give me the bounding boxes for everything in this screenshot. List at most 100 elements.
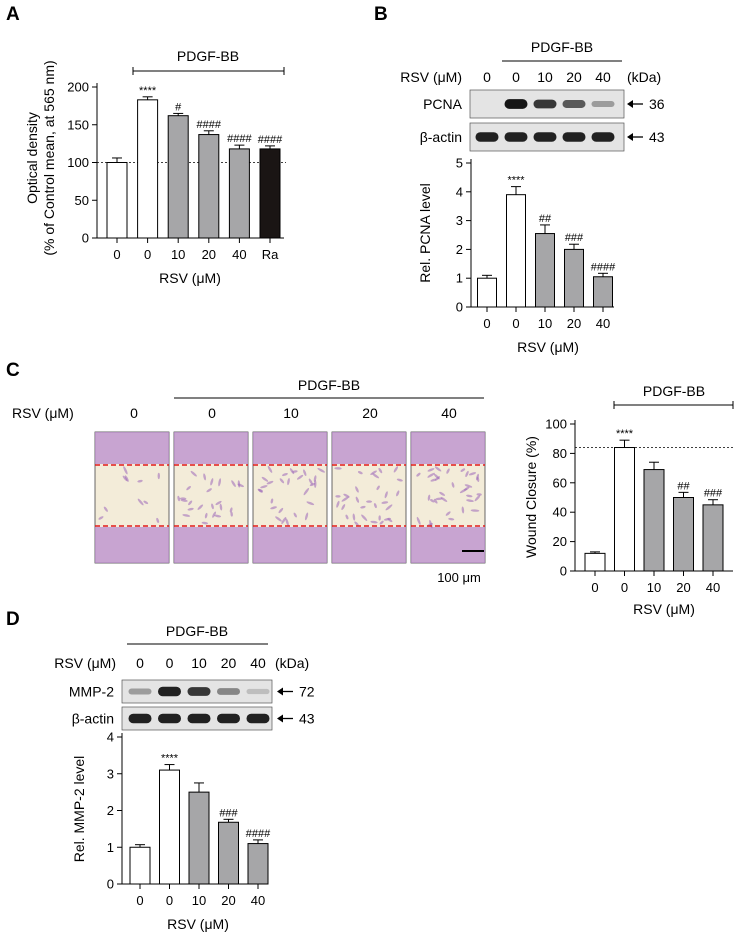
scale-bar-label: 100 μm xyxy=(437,570,481,585)
blotD-band xyxy=(128,713,152,724)
wound-migrating-cell xyxy=(461,506,465,514)
wound-migrating-cell xyxy=(270,506,277,510)
chartA-bar xyxy=(198,134,220,239)
chartB-x-tick-label: 0 xyxy=(512,316,519,331)
wound-migrating-cell xyxy=(156,517,160,523)
wound-migrating-cell xyxy=(317,467,325,473)
chartD-x-tick-label: 0 xyxy=(166,893,173,908)
chartC-y-tick-label: 60 xyxy=(553,475,567,490)
wound-migrating-cell xyxy=(378,467,383,474)
chartA-y-axis-label-line2: (% of Control mean, at 565 nm) xyxy=(41,60,57,255)
wound-migrating-cell xyxy=(190,470,197,477)
blotB-kda-label: (kDa) xyxy=(627,69,661,85)
wound-migrating-cell xyxy=(354,521,359,526)
wound-migrating-cell xyxy=(182,514,191,517)
chartB-x-tick-label: 10 xyxy=(538,316,552,331)
wound-image-label: 40 xyxy=(441,405,457,421)
wound-migrating-cell xyxy=(266,480,274,485)
chartB-y-tick-label: 5 xyxy=(456,156,463,171)
blotB-lane-label: 0 xyxy=(512,69,520,85)
blotB-protein-label: PCNA xyxy=(423,96,463,112)
wound-migrating-cell xyxy=(427,468,435,472)
blotD-lane-label: 40 xyxy=(250,655,266,671)
wound-migrating-cell xyxy=(210,478,214,486)
blotD-band xyxy=(187,687,211,696)
wound-migrating-cell xyxy=(336,500,340,508)
wound-migrating-cell xyxy=(206,488,212,493)
blotB-band xyxy=(533,99,557,109)
panel-b-western-blot: RSV (μM) 0 0 10 20 40 (kDa) PCNA 36 β-actin 43 xyxy=(400,69,665,152)
panel-d-western-blot: RSV (μM) 0 0 10 20 40 (kDa) MMP-2 72 β-actin 43 xyxy=(54,655,315,731)
chartC-y-tick-label: 20 xyxy=(553,534,567,549)
chartD-x-tick-label: 10 xyxy=(192,893,206,908)
wound-migrating-cell xyxy=(396,490,400,497)
wound-migrating-cell xyxy=(237,483,244,488)
wound-migrating-cell xyxy=(229,507,233,513)
panel-c-chart: 0 20 40 60 80 100 0 **** 0 10 ## 20 ### 40 RSV (μM) Wou… xyxy=(523,417,733,617)
chartA-y-tick-label: 150 xyxy=(67,117,89,132)
wound-migrating-cell xyxy=(230,511,233,517)
chartB-bar xyxy=(477,277,497,308)
wound-migrating-cell xyxy=(279,478,285,484)
wound-migrating-cell xyxy=(360,505,366,509)
wound-migrating-cell xyxy=(180,499,188,502)
chartA-x-tick-label: 40 xyxy=(232,247,246,262)
blotD-kda-value: 72 xyxy=(299,684,315,700)
chartD-x-tick-label: 20 xyxy=(221,893,235,908)
blotD-lane-label: 0 xyxy=(166,655,174,671)
wound-migrating-cell xyxy=(427,494,431,501)
wound-migrating-cell xyxy=(341,504,346,510)
blotD-band xyxy=(246,688,270,695)
wound-migrating-cell xyxy=(379,520,384,525)
chartC-y-tick-label: 0 xyxy=(560,564,567,579)
wound-migrating-cell xyxy=(357,471,363,475)
chartC-y-tick-label: 40 xyxy=(553,505,567,520)
chartA-x-tick-label: Ra xyxy=(262,247,279,262)
blotB-band xyxy=(562,132,586,142)
wound-migrating-cell xyxy=(296,474,304,480)
wound-migrating-cell xyxy=(334,467,342,470)
wound-migrating-cell xyxy=(430,478,437,482)
chartC-x-tick-label: 40 xyxy=(706,580,720,595)
wound-migrating-cell xyxy=(465,470,469,478)
blotD-protein-label: β-actin xyxy=(72,711,114,727)
chartB-significance-label: ## xyxy=(539,213,552,225)
wound-migrating-cell xyxy=(231,480,236,487)
panel-c-wound-images: 0 0 10 20 40 xyxy=(94,405,486,564)
wound-migrating-cell xyxy=(416,516,421,525)
chartC-x-tick-label: 10 xyxy=(647,580,661,595)
wound-migrating-cell xyxy=(260,485,268,489)
wound-migrating-cell xyxy=(355,486,359,493)
wound-migrating-cell xyxy=(430,499,435,503)
wound-migrating-cell xyxy=(215,500,222,506)
chartD-significance-label: ### xyxy=(219,807,238,819)
wound-migrating-cell xyxy=(396,478,403,482)
blotD-kda-value: 43 xyxy=(299,711,315,727)
wound-migrating-cell xyxy=(372,473,380,479)
wound-migrating-cell xyxy=(281,473,288,477)
wound-migrating-cell xyxy=(427,472,435,478)
chartC-bar xyxy=(584,552,606,572)
wound-migrating-cell xyxy=(385,504,393,511)
panel-c-letter: C xyxy=(6,360,20,381)
wound-migrating-cell xyxy=(303,487,310,496)
chartA-significance-label: #### xyxy=(197,119,222,131)
wound-image-label: 0 xyxy=(130,405,138,421)
blotD-arrow-head xyxy=(277,687,283,696)
chartC-x-tick-label: 20 xyxy=(676,580,690,595)
chartB-x-tick-label: 20 xyxy=(567,316,581,331)
wound-migrating-cell xyxy=(211,503,214,510)
chartB-y-tick-label: 3 xyxy=(456,213,463,228)
wound-migrating-cell xyxy=(304,512,309,521)
chartD-y-tick-label: 2 xyxy=(107,803,114,818)
chartB-significance-label: #### xyxy=(591,261,616,273)
blotB-lane-label: 40 xyxy=(595,69,611,85)
chartC-x-axis-label: RSV (μM) xyxy=(633,601,695,617)
wound-migrating-cell xyxy=(303,469,307,477)
wound-migrating-cell xyxy=(214,514,222,518)
panel-c: C PDGF-BB RSV (μM) 0 0 10 20 40 100 μm PDGF-… xyxy=(6,360,734,617)
panel-d-letter: D xyxy=(6,609,20,630)
blotD-band xyxy=(217,688,240,695)
wound-migrating-cell xyxy=(476,493,482,496)
